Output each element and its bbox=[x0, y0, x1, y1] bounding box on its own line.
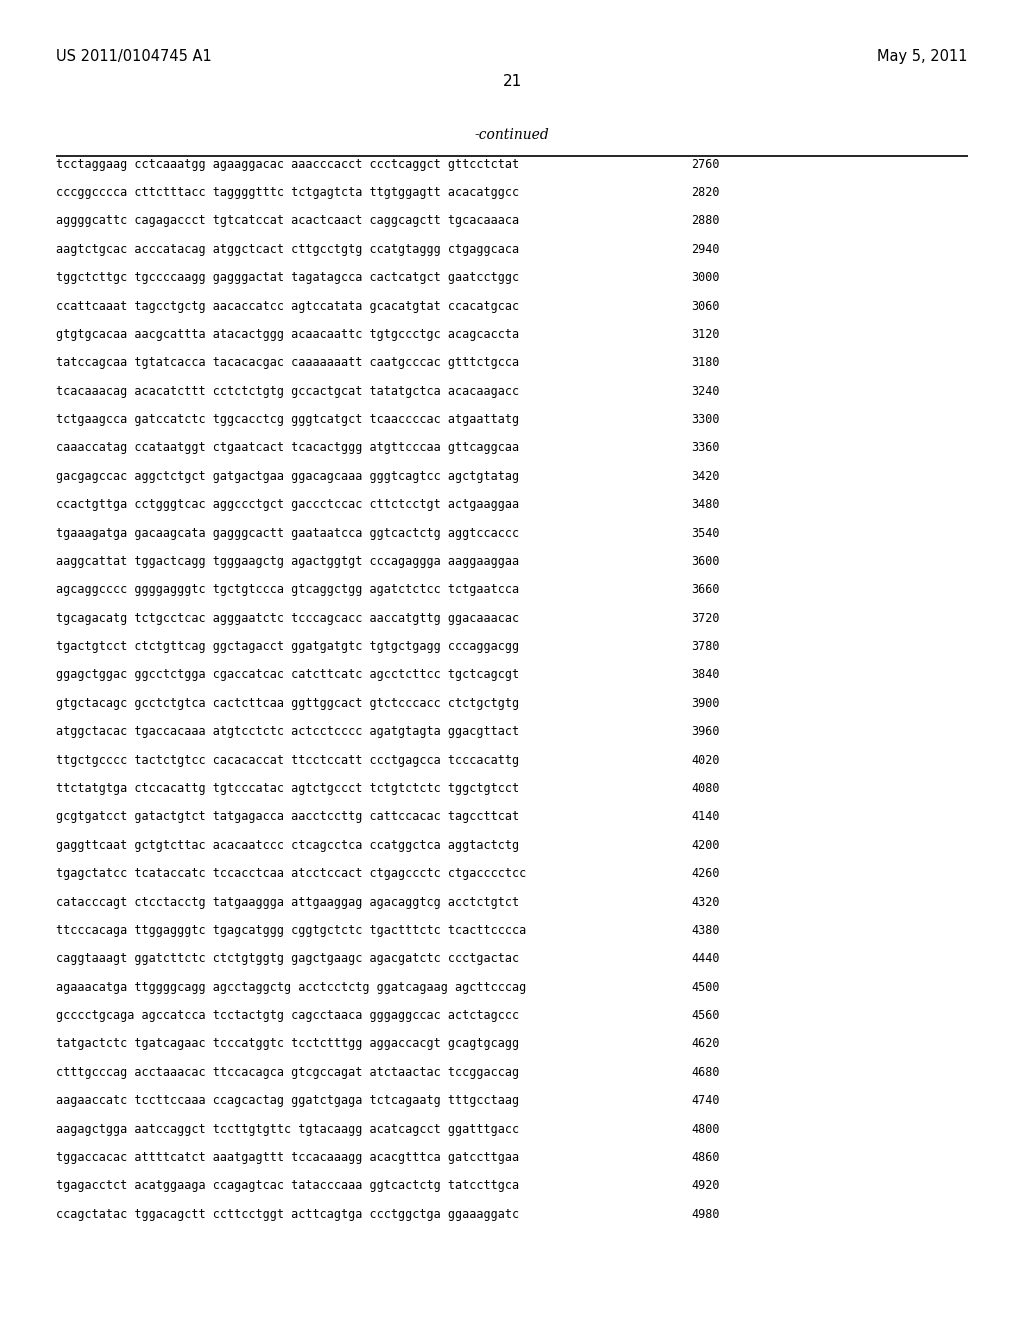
Text: gaggttcaat gctgtcttac acacaatccc ctcagcctca ccatggctca aggtactctg: gaggttcaat gctgtcttac acacaatccc ctcagcc… bbox=[56, 838, 519, 851]
Text: 3660: 3660 bbox=[691, 583, 720, 597]
Text: 4620: 4620 bbox=[691, 1038, 720, 1051]
Text: tgagacctct acatggaaga ccagagtcac tatacccaaa ggtcactctg tatccttgca: tgagacctct acatggaaga ccagagtcac tataccc… bbox=[56, 1179, 519, 1192]
Text: tgcagacatg tctgcctcac agggaatctc tcccagcacc aaccatgttg ggacaaacac: tgcagacatg tctgcctcac agggaatctc tcccagc… bbox=[56, 611, 519, 624]
Text: gtgctacagc gcctctgtca cactcttcaa ggttggcact gtctcccacc ctctgctgtg: gtgctacagc gcctctgtca cactcttcaa ggttggc… bbox=[56, 697, 519, 710]
Text: cccggcccca cttctttacc taggggtttc tctgagtcta ttgtggagtt acacatggcc: cccggcccca cttctttacc taggggtttc tctgagt… bbox=[56, 186, 519, 199]
Text: 3000: 3000 bbox=[691, 271, 720, 284]
Text: ccagctatac tggacagctt ccttcctggt acttcagtga ccctggctga ggaaaggatc: ccagctatac tggacagctt ccttcctggt acttcag… bbox=[56, 1208, 519, 1221]
Text: aaggcattat tggactcagg tgggaagctg agactggtgt cccagaggga aaggaaggaa: aaggcattat tggactcagg tgggaagctg agactgg… bbox=[56, 554, 519, 568]
Text: 4260: 4260 bbox=[691, 867, 720, 880]
Text: 3120: 3120 bbox=[691, 327, 720, 341]
Text: aagaaccatc tccttccaaa ccagcactag ggatctgaga tctcagaatg tttgcctaag: aagaaccatc tccttccaaa ccagcactag ggatctg… bbox=[56, 1094, 519, 1107]
Text: ccattcaaat tagcctgctg aacaccatcc agtccatata gcacatgtat ccacatgcac: ccattcaaat tagcctgctg aacaccatcc agtccat… bbox=[56, 300, 519, 313]
Text: tggaccacac attttcatct aaatgagttt tccacaaagg acacgtttca gatccttgaa: tggaccacac attttcatct aaatgagttt tccacaa… bbox=[56, 1151, 519, 1164]
Text: caaaccatag ccataatggt ctgaatcact tcacactggg atgttcccaa gttcaggcaa: caaaccatag ccataatggt ctgaatcact tcacact… bbox=[56, 441, 519, 454]
Text: 4200: 4200 bbox=[691, 838, 720, 851]
Text: 4800: 4800 bbox=[691, 1122, 720, 1135]
Text: aggggcattc cagagaccct tgtcatccat acactcaact caggcagctt tgcacaaaca: aggggcattc cagagaccct tgtcatccat acactca… bbox=[56, 214, 519, 227]
Text: tgaaagatga gacaagcata gagggcactt gaataatcca ggtcactctg aggtccaccc: tgaaagatga gacaagcata gagggcactt gaataat… bbox=[56, 527, 519, 540]
Text: -continued: -continued bbox=[475, 128, 549, 141]
Text: US 2011/0104745 A1: US 2011/0104745 A1 bbox=[56, 49, 212, 63]
Text: 3360: 3360 bbox=[691, 441, 720, 454]
Text: aagagctgga aatccaggct tccttgtgttc tgtacaagg acatcagcct ggatttgacc: aagagctgga aatccaggct tccttgtgttc tgtaca… bbox=[56, 1122, 519, 1135]
Text: 3720: 3720 bbox=[691, 611, 720, 624]
Text: ttctatgtga ctccacattg tgtcccatac agtctgccct tctgtctctc tggctgtcct: ttctatgtga ctccacattg tgtcccatac agtctgc… bbox=[56, 781, 519, 795]
Text: 21: 21 bbox=[503, 74, 521, 88]
Text: 3900: 3900 bbox=[691, 697, 720, 710]
Text: tgagctatcc tcataccatc tccacctcaa atcctccact ctgagccctc ctgacccctcc: tgagctatcc tcataccatc tccacctcaa atcctcc… bbox=[56, 867, 526, 880]
Text: 4080: 4080 bbox=[691, 781, 720, 795]
Text: 3240: 3240 bbox=[691, 384, 720, 397]
Text: 4440: 4440 bbox=[691, 952, 720, 965]
Text: ccactgttga cctgggtcac aggccctgct gaccctccac cttctcctgt actgaaggaa: ccactgttga cctgggtcac aggccctgct gaccctc… bbox=[56, 498, 519, 511]
Text: gcccctgcaga agccatcca tcctactgtg cagcctaaca gggaggccac actctagccc: gcccctgcaga agccatcca tcctactgtg cagccta… bbox=[56, 1008, 519, 1022]
Text: atggctacac tgaccacaaa atgtcctctc actcctcccc agatgtagta ggacgttact: atggctacac tgaccacaaa atgtcctctc actcctc… bbox=[56, 725, 519, 738]
Text: ttcccacaga ttggagggtc tgagcatggg cggtgctctc tgactttctc tcacttcccca: ttcccacaga ttggagggtc tgagcatggg cggtgct… bbox=[56, 924, 526, 937]
Text: 4500: 4500 bbox=[691, 981, 720, 994]
Text: tgactgtcct ctctgttcag ggctagacct ggatgatgtc tgtgctgagg cccaggacgg: tgactgtcct ctctgttcag ggctagacct ggatgat… bbox=[56, 640, 519, 653]
Text: 4380: 4380 bbox=[691, 924, 720, 937]
Text: 3420: 3420 bbox=[691, 470, 720, 483]
Text: 3840: 3840 bbox=[691, 668, 720, 681]
Text: tctgaagcca gatccatctc tggcacctcg gggtcatgct tcaaccccac atgaattatg: tctgaagcca gatccatctc tggcacctcg gggtcat… bbox=[56, 413, 519, 426]
Text: 2940: 2940 bbox=[691, 243, 720, 256]
Text: 4020: 4020 bbox=[691, 754, 720, 767]
Text: ggagctggac ggcctctgga cgaccatcac catcttcatc agcctcttcc tgctcagcgt: ggagctggac ggcctctgga cgaccatcac catcttc… bbox=[56, 668, 519, 681]
Text: 3780: 3780 bbox=[691, 640, 720, 653]
Text: caggtaaagt ggatcttctc ctctgtggtg gagctgaagc agacgatctc ccctgactac: caggtaaagt ggatcttctc ctctgtggtg gagctga… bbox=[56, 952, 519, 965]
Text: tggctcttgc tgccccaagg gagggactat tagatagcca cactcatgct gaatcctggc: tggctcttgc tgccccaagg gagggactat tagatag… bbox=[56, 271, 519, 284]
Text: 3060: 3060 bbox=[691, 300, 720, 313]
Text: ttgctgcccc tactctgtcc cacacaccat ttcctccatt ccctgagcca tcccacattg: ttgctgcccc tactctgtcc cacacaccat ttcctcc… bbox=[56, 754, 519, 767]
Text: tcctaggaag cctcaaatgg agaaggacac aaacccacct ccctcaggct gttcctctat: tcctaggaag cctcaaatgg agaaggacac aaaccca… bbox=[56, 157, 519, 170]
Text: agcaggcccc ggggagggtc tgctgtccca gtcaggctgg agatctctcc tctgaatcca: agcaggcccc ggggagggtc tgctgtccca gtcaggc… bbox=[56, 583, 519, 597]
Text: 4980: 4980 bbox=[691, 1208, 720, 1221]
Text: 4320: 4320 bbox=[691, 895, 720, 908]
Text: 4680: 4680 bbox=[691, 1065, 720, 1078]
Text: 3540: 3540 bbox=[691, 527, 720, 540]
Text: agaaacatga ttggggcagg agcctaggctg acctcctctg ggatcagaag agcttcccag: agaaacatga ttggggcagg agcctaggctg acctcc… bbox=[56, 981, 526, 994]
Text: aagtctgcac acccatacag atggctcact cttgcctgtg ccatgtaggg ctgaggcaca: aagtctgcac acccatacag atggctcact cttgcct… bbox=[56, 243, 519, 256]
Text: 4920: 4920 bbox=[691, 1179, 720, 1192]
Text: 3300: 3300 bbox=[691, 413, 720, 426]
Text: 3480: 3480 bbox=[691, 498, 720, 511]
Text: May 5, 2011: May 5, 2011 bbox=[878, 49, 968, 63]
Text: 3180: 3180 bbox=[691, 356, 720, 370]
Text: 4740: 4740 bbox=[691, 1094, 720, 1107]
Text: 2820: 2820 bbox=[691, 186, 720, 199]
Text: catacccagt ctcctacctg tatgaaggga attgaaggag agacaggtcg acctctgtct: catacccagt ctcctacctg tatgaaggga attgaag… bbox=[56, 895, 519, 908]
Text: 4860: 4860 bbox=[691, 1151, 720, 1164]
Text: tatccagcaa tgtatcacca tacacacgac caaaaaaatt caatgcccac gtttctgcca: tatccagcaa tgtatcacca tacacacgac caaaaaa… bbox=[56, 356, 519, 370]
Text: gacgagccac aggctctgct gatgactgaa ggacagcaaa gggtcagtcc agctgtatag: gacgagccac aggctctgct gatgactgaa ggacagc… bbox=[56, 470, 519, 483]
Text: 4140: 4140 bbox=[691, 810, 720, 824]
Text: 3960: 3960 bbox=[691, 725, 720, 738]
Text: 4560: 4560 bbox=[691, 1008, 720, 1022]
Text: 2760: 2760 bbox=[691, 157, 720, 170]
Text: tatgactctc tgatcagaac tcccatggtc tcctctttgg aggaccacgt gcagtgcagg: tatgactctc tgatcagaac tcccatggtc tcctctt… bbox=[56, 1038, 519, 1051]
Text: gtgtgcacaa aacgcattta atacactggg acaacaattc tgtgccctgc acagcaccta: gtgtgcacaa aacgcattta atacactggg acaacaa… bbox=[56, 327, 519, 341]
Text: 3600: 3600 bbox=[691, 554, 720, 568]
Text: 2880: 2880 bbox=[691, 214, 720, 227]
Text: gcgtgatcct gatactgtct tatgagacca aacctccttg cattccacac tagccttcat: gcgtgatcct gatactgtct tatgagacca aacctcc… bbox=[56, 810, 519, 824]
Text: tcacaaacag acacatcttt cctctctgtg gccactgcat tatatgctca acacaagacc: tcacaaacag acacatcttt cctctctgtg gccactg… bbox=[56, 384, 519, 397]
Text: ctttgcccag acctaaacac ttccacagca gtcgccagat atctaactac tccggaccag: ctttgcccag acctaaacac ttccacagca gtcgcca… bbox=[56, 1065, 519, 1078]
